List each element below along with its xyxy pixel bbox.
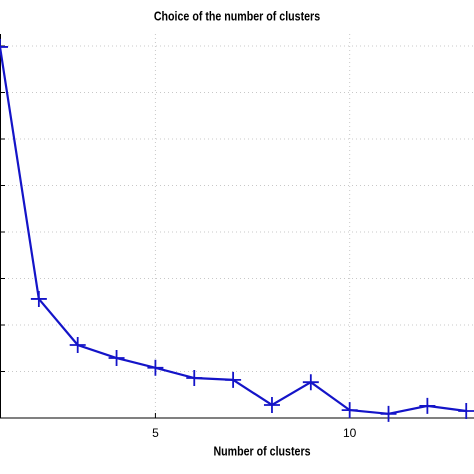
x-axis-label: Number of clusters xyxy=(213,443,310,458)
marker xyxy=(186,370,203,387)
marker xyxy=(380,405,397,422)
marker xyxy=(341,402,358,419)
marker xyxy=(147,359,164,376)
marker xyxy=(263,396,280,413)
marker xyxy=(30,290,47,307)
marker xyxy=(419,397,436,414)
marker xyxy=(458,403,474,420)
marker xyxy=(0,38,8,55)
marker xyxy=(225,371,242,388)
chart-title: Choice of the number of clusters xyxy=(154,8,321,23)
marker xyxy=(69,336,86,353)
marker xyxy=(108,350,125,367)
x-tick-label: 10 xyxy=(343,426,357,440)
marker xyxy=(302,374,319,391)
x-tick-label: 5 xyxy=(152,426,159,440)
